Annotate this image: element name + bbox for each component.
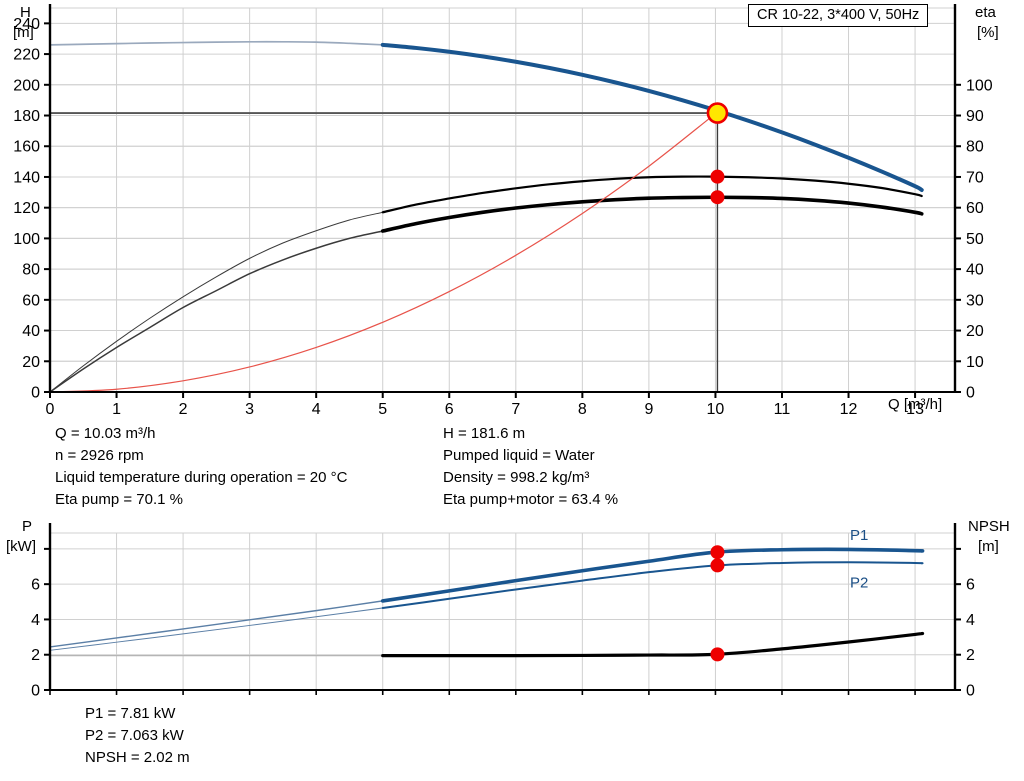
tick-label-h: 100 — [13, 231, 40, 248]
h-axis-name: H — [20, 4, 31, 21]
h-axis-unit: [m] — [13, 24, 34, 41]
curve-eta-pump-light — [49, 211, 384, 393]
duty-line-eta-pump: Eta pump = 70.1 % — [55, 491, 183, 508]
tick-label-q: 0 — [46, 401, 55, 418]
tick-label-eta: 100 — [966, 77, 993, 94]
grid-lines — [49, 7, 955, 392]
tick-label-p: 6 — [31, 577, 40, 594]
series-label-p1: P1 — [850, 527, 868, 544]
curve-h-head-curve--light — [49, 40, 384, 46]
p-axis-unit: [kW] — [6, 538, 36, 555]
power-text-block: P1 = 7.81 kW P2 = 7.063 kW NPSH = 2.02 m — [85, 703, 190, 769]
curve-eta-pump — [381, 175, 923, 214]
curve-p2 — [381, 561, 924, 609]
tick-label-h: 180 — [13, 108, 40, 125]
curve-p1 — [380, 547, 925, 603]
power-line-p1: P1 = 7.81 kW — [85, 705, 176, 722]
p-axis-name: P — [22, 518, 33, 535]
tick-label-eta: 60 — [966, 200, 984, 217]
tick-label-p: 4 — [31, 612, 40, 629]
tick-label-eta: 0 — [966, 385, 975, 402]
duty-line-n: n = 2926 rpm — [55, 447, 144, 464]
tick-label-q: 13 — [906, 401, 924, 418]
series-label-p2: P2 — [850, 574, 868, 591]
tick-label-h: 140 — [13, 169, 40, 186]
tick-label-q: 7 — [511, 401, 520, 418]
tick-label-h: 60 — [22, 292, 40, 309]
tick-label-eta: 90 — [966, 108, 984, 125]
tick-label-h: 80 — [22, 262, 40, 279]
curve-p1-light — [49, 600, 384, 648]
tick-label-q: 3 — [245, 401, 254, 418]
tick-label-eta: 80 — [966, 139, 984, 156]
duty-line-density: Density = 998.2 kg/m³ — [443, 469, 590, 486]
tick-label-h: 120 — [13, 200, 40, 217]
curve-eta-pump-motor — [380, 195, 924, 233]
tick-label-eta: 10 — [966, 354, 984, 371]
duty-text-right: H = 181.6 m Pumped liquid = Water Densit… — [443, 423, 618, 511]
chart-title-box: CR 10-22, 3*400 V, 50Hz — [748, 4, 929, 27]
tick-label-h: 160 — [13, 139, 40, 156]
tick-label-h: 0 — [31, 385, 40, 402]
eta-axis-unit: [%] — [977, 24, 999, 41]
duty-dot-npsh — [710, 647, 725, 662]
tick-label-q: 10 — [707, 401, 725, 418]
tick-label-p: 0 — [31, 683, 40, 700]
tick-label-q: 12 — [840, 401, 858, 418]
duty-dot-p2 — [710, 558, 725, 573]
tick-label-h: 200 — [13, 77, 40, 94]
tick-label-eta: 40 — [966, 262, 984, 279]
tick-label-q: 6 — [445, 401, 454, 418]
tick-label-q: 4 — [312, 401, 321, 418]
curve-eta-pump-motor-light — [49, 230, 384, 393]
tick-label-q: 5 — [378, 401, 387, 418]
duty-line-temp: Liquid temperature during operation = 20… — [55, 469, 348, 486]
q-axis-label: Q [m³/h] — [888, 396, 943, 413]
power-line-npsh: NPSH = 2.02 m — [85, 749, 190, 766]
tick-label-q: 9 — [644, 401, 653, 418]
duty-dot-p1 — [710, 545, 725, 560]
tick-label-eta: 70 — [966, 169, 984, 186]
tick-label-npsh: 2 — [966, 647, 975, 664]
curve-system — [49, 109, 722, 393]
duty-line-q: Q = 10.03 m³/h — [55, 425, 156, 442]
power-npsh-chart: P1 P2 0 0 2 2 4 4 6 6 — [31, 523, 975, 700]
tick-label-npsh: 4 — [966, 612, 975, 629]
tick-label-h: 20 — [22, 354, 40, 371]
head-eta-chart: 0204060801001201401601802002202400102030… — [13, 4, 993, 418]
tick-label-eta: 30 — [966, 292, 984, 309]
tick-label-eta: 20 — [966, 323, 984, 340]
chart-title-label: CR 10-22, 3*400 V, 50Hz — [757, 7, 920, 23]
duty-dot-eta-pump-motor — [710, 190, 725, 205]
duty-text-left: Q = 10.03 m³/h n = 2926 rpm Liquid tempe… — [55, 423, 347, 511]
tick-label-h: 240 — [13, 16, 40, 33]
npsh-axis-name: NPSH — [968, 518, 1010, 535]
curve-p2-light — [49, 607, 384, 651]
tick-label-p: 2 — [31, 647, 40, 664]
tick-label-h: 40 — [22, 323, 40, 340]
tick-label-q: 8 — [578, 401, 587, 418]
tick-label-npsh: 0 — [966, 683, 975, 700]
tick-label-eta: 50 — [966, 231, 984, 248]
curve-npsh — [381, 631, 925, 658]
duty-dot-eta-pump — [710, 169, 725, 184]
power-line-p2: P2 = 7.063 kW — [85, 727, 184, 744]
npsh-axis-unit: [m] — [978, 538, 999, 555]
tick-label-q: 1 — [112, 401, 121, 418]
duty-point-marker — [706, 102, 729, 124]
duty-line-eta-pump-motor: Eta pump+motor = 63.4 % — [443, 491, 619, 508]
curve-h-head-curve- — [380, 42, 924, 193]
tick-label-q: 11 — [774, 401, 791, 418]
duty-line-h: H = 181.6 m — [443, 425, 526, 442]
tick-label-h: 220 — [13, 47, 40, 64]
grid-lines — [49, 532, 955, 690]
tick-label-q: 2 — [179, 401, 188, 418]
eta-axis-name: eta — [975, 4, 996, 21]
duty-line-liquid: Pumped liquid = Water — [443, 447, 595, 464]
tick-label-npsh: 6 — [966, 577, 975, 594]
